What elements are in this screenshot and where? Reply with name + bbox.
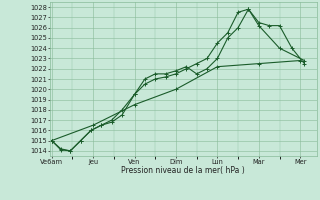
X-axis label: Pression niveau de la mer( hPa ): Pression niveau de la mer( hPa ) — [121, 166, 245, 175]
